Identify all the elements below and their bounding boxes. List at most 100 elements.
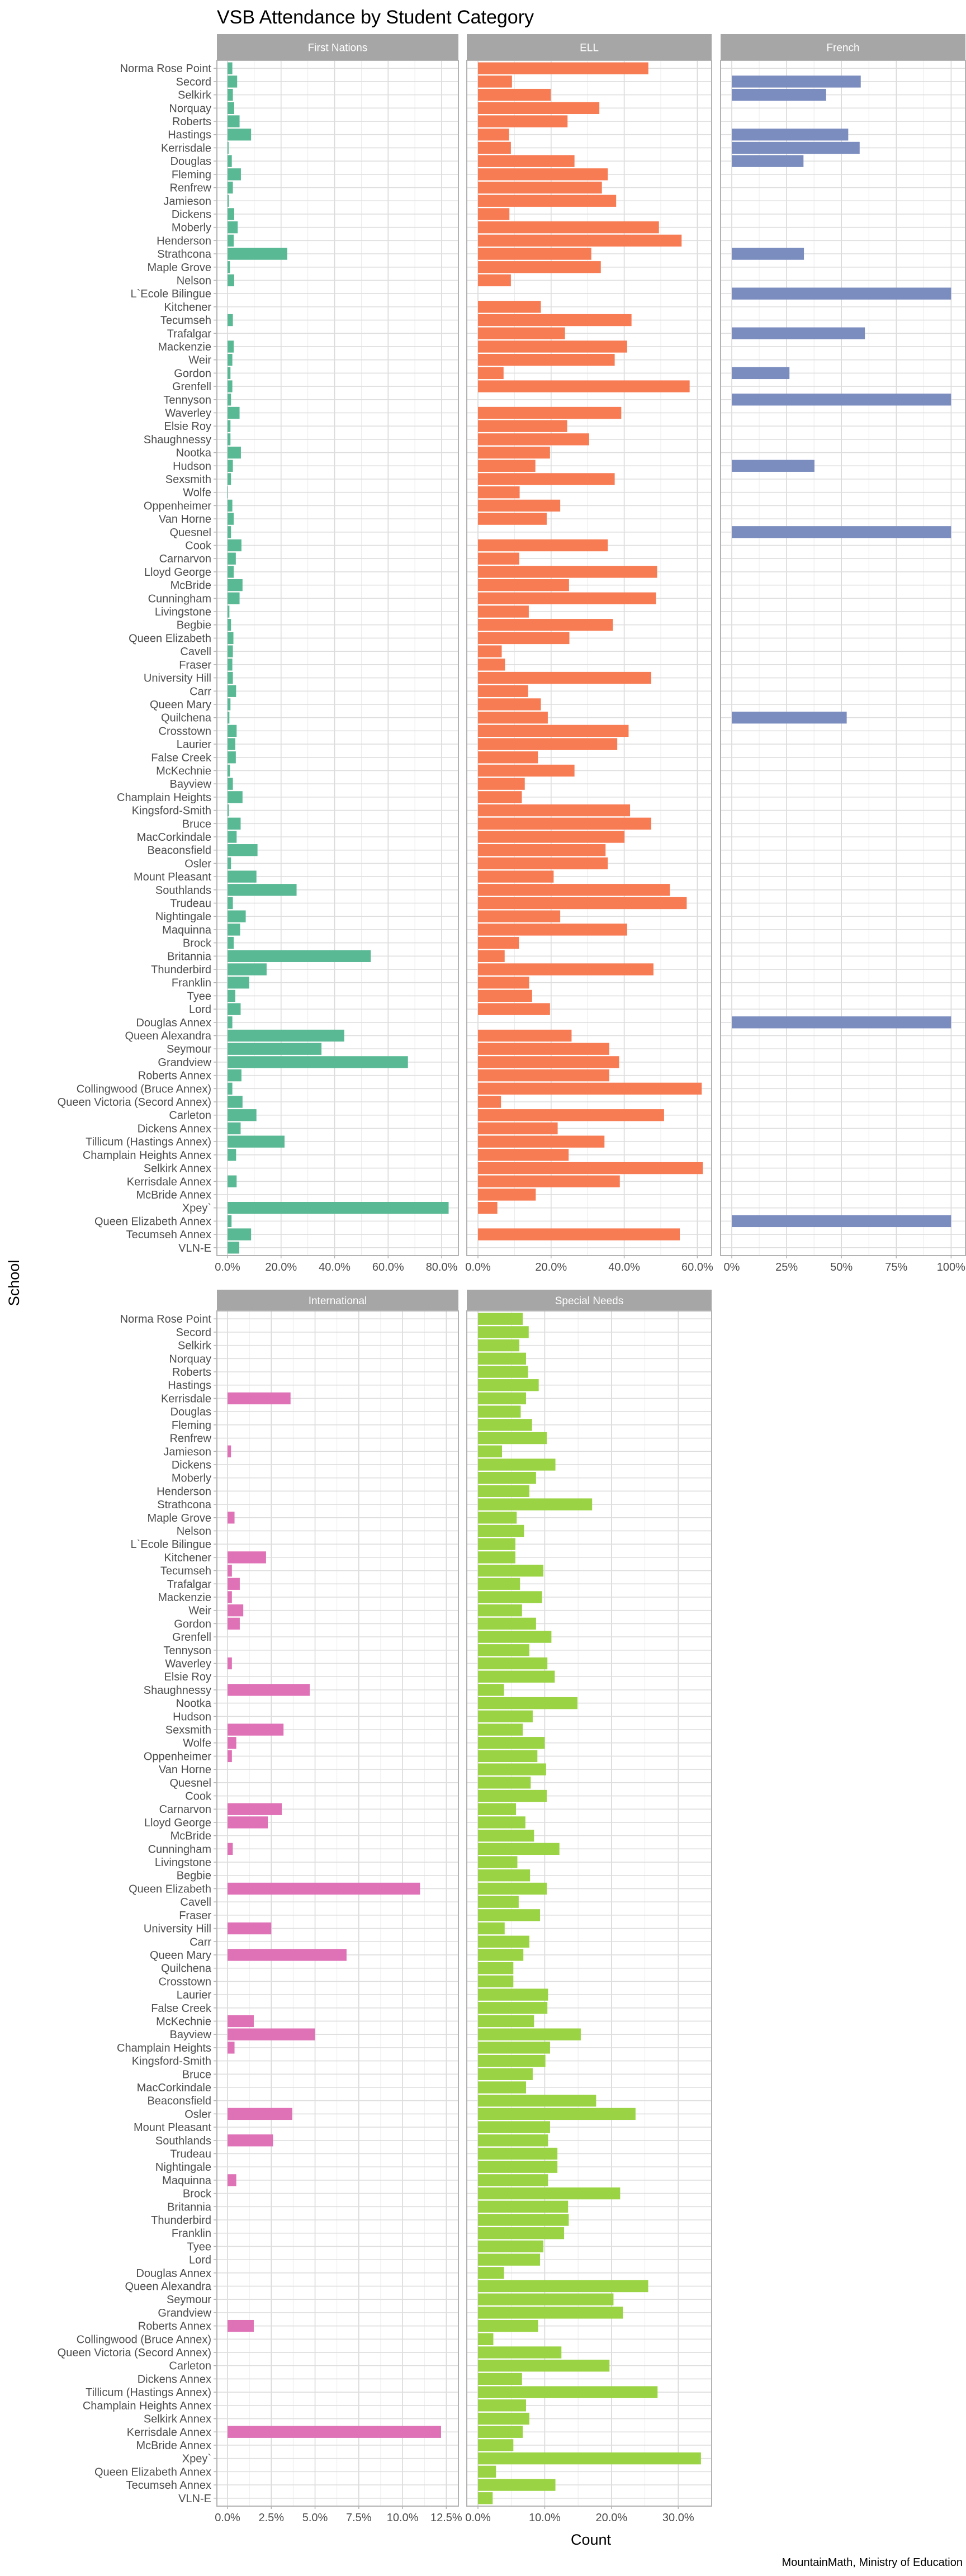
x-tick-label: 0.0% bbox=[465, 1261, 491, 1273]
bar-first-nations-roberts-annex bbox=[228, 1069, 242, 1082]
bar-ell-cook bbox=[478, 539, 608, 552]
bar-first-nations-waverley bbox=[228, 406, 240, 419]
bar-first-nations-lloyd-george bbox=[228, 566, 234, 578]
y-tick-label: Selkirk bbox=[178, 1340, 212, 1352]
bar-special-needs-douglas bbox=[478, 1405, 521, 1418]
bar-ell-selkirk-annex bbox=[478, 1162, 703, 1175]
bar-special-needs-kitchener bbox=[478, 1551, 515, 1564]
y-tick-label: MacCorkindale bbox=[137, 2082, 211, 2094]
y-tick-label: Hudson bbox=[173, 460, 211, 472]
bar-special-needs-maple-grove bbox=[478, 1512, 517, 1524]
y-tick-label: Grandview bbox=[158, 2307, 211, 2319]
y-tick-label: Norquay bbox=[169, 102, 211, 115]
y-tick-label: Maquinna bbox=[162, 924, 212, 936]
bar-special-needs-carleton bbox=[478, 2360, 610, 2372]
bar-ell-university-hill bbox=[478, 671, 651, 684]
bar-international-kerrisdale-annex bbox=[228, 2426, 441, 2438]
bar-special-needs-osler bbox=[478, 2108, 636, 2120]
bar-first-nations-quesnel bbox=[228, 526, 231, 538]
bar-first-nations-livingstone bbox=[228, 605, 230, 618]
bar-french-queen-elizabeth-annex bbox=[732, 1215, 951, 1228]
y-tick-label: Fraser bbox=[179, 1910, 211, 1922]
bar-ell-tecumseh bbox=[478, 314, 632, 326]
facet-label: Special Needs bbox=[555, 1295, 624, 1307]
bar-french-kerrisdale bbox=[732, 141, 860, 154]
y-tick-label: MacCorkindale bbox=[137, 831, 211, 844]
bar-special-needs-selkirk-annex bbox=[478, 2412, 529, 2425]
bar-ell-mackenzie bbox=[478, 340, 627, 353]
y-tick-label: Trudeau bbox=[170, 2148, 211, 2161]
bar-special-needs-lord bbox=[478, 2253, 541, 2266]
bar-ell-tecumseh-annex bbox=[478, 1228, 680, 1240]
bar-special-needs-xpey bbox=[478, 2452, 701, 2465]
bar-first-nations-van-horne bbox=[228, 513, 234, 525]
bar-special-needs-selkirk bbox=[478, 1339, 520, 1352]
y-tick-label: Nootka bbox=[176, 447, 212, 460]
y-tick-label: University Hill bbox=[144, 1923, 211, 1935]
y-tick-label: Moberly bbox=[172, 1472, 211, 1485]
bar-special-needs-tecumseh bbox=[478, 1564, 544, 1577]
facet-label: International bbox=[309, 1295, 367, 1307]
y-tick-label: Tecumseh Annex bbox=[126, 2479, 211, 2492]
y-tick-label: Osler bbox=[184, 2108, 211, 2120]
bar-special-needs-jamieson bbox=[478, 1445, 502, 1457]
bar-first-nations-queen-victoria-secord-annex bbox=[228, 1096, 243, 1108]
bar-international-carnarvon bbox=[228, 1803, 282, 1815]
bar-first-nations-douglas-annex bbox=[228, 1016, 233, 1029]
bar-first-nations-bayview bbox=[228, 778, 233, 790]
bar-international-waverley bbox=[228, 1657, 232, 1670]
bar-special-needs-trudeau bbox=[478, 2147, 558, 2160]
bar-ell-champlain-heights bbox=[478, 791, 522, 803]
bar-international-mckechnie bbox=[228, 2015, 254, 2028]
y-tick-label: Moberly bbox=[172, 222, 211, 234]
facet-label: ELL bbox=[580, 42, 599, 54]
bar-first-nations-selkirk bbox=[228, 88, 233, 101]
y-tick-label: Mackenzie bbox=[158, 1592, 211, 1604]
bar-first-nations-douglas bbox=[228, 155, 232, 167]
bar-first-nations-maccorkindale bbox=[228, 831, 237, 843]
y-tick-label: Tecumseh Annex bbox=[126, 1229, 211, 1241]
bar-first-nations-southlands bbox=[228, 884, 297, 896]
bar-first-nations-franklin bbox=[228, 977, 249, 989]
bar-ell-mount-pleasant bbox=[478, 870, 554, 883]
bar-first-nations-hudson bbox=[228, 460, 233, 472]
y-tick-label: Queen Alexandra bbox=[125, 1030, 211, 1043]
bar-special-needs-elsie-roy bbox=[478, 1670, 555, 1683]
y-tick-label: Waverley bbox=[165, 407, 211, 419]
y-tick-label: Crosstown bbox=[159, 1976, 211, 1988]
bar-first-nations-renfrew bbox=[228, 181, 233, 194]
bar-special-needs-maquinna bbox=[478, 2174, 548, 2186]
bar-special-needs-queen-victoria-secord-annex bbox=[478, 2346, 562, 2359]
y-tick-label: Cavell bbox=[180, 646, 211, 658]
y-tick-label: Queen Victoria (Secord Annex) bbox=[58, 1096, 211, 1109]
y-tick-label: Grenfell bbox=[172, 1631, 211, 1644]
y-tick-label: Wolfe bbox=[183, 1737, 211, 1750]
y-tick-label: Begbie bbox=[177, 1870, 211, 1882]
y-tick-label: Dickens Annex bbox=[138, 1123, 211, 1135]
y-tick-label: Xpey` bbox=[182, 1202, 211, 1215]
bar-first-nations-grandview bbox=[228, 1056, 408, 1068]
y-tick-label: Kerrisdale bbox=[161, 1393, 211, 1405]
y-tick-label: Queen Elizabeth bbox=[129, 632, 211, 645]
bar-first-nations-laurier bbox=[228, 738, 235, 750]
x-tick-label: 25% bbox=[775, 1261, 798, 1273]
y-tick-label: Franklin bbox=[172, 977, 211, 989]
bar-international-mackenzie bbox=[228, 1591, 232, 1603]
bar-first-nations-roberts bbox=[228, 115, 240, 127]
y-tick-label: Norma Rose Point bbox=[120, 1313, 212, 1325]
bar-ell-thunderbird bbox=[478, 963, 654, 976]
y-tick-label: Norma Rose Point bbox=[120, 63, 212, 75]
y-tick-label: Trafalgar bbox=[167, 1578, 212, 1590]
bar-first-nations-fraser bbox=[228, 659, 233, 671]
y-axis-title: School bbox=[6, 1260, 22, 1306]
y-tick-label: Strathcona bbox=[157, 1499, 212, 1511]
bar-ell-lord bbox=[478, 1003, 550, 1015]
y-tick-label: Dickens bbox=[172, 209, 211, 221]
y-tick-label: McBride Annex bbox=[136, 2440, 211, 2452]
bar-first-nations-champlain-heights bbox=[228, 791, 243, 803]
bar-special-needs-quilchena bbox=[478, 1962, 514, 1974]
bar-french-l-ecole-bilingue bbox=[732, 287, 951, 300]
bar-first-nations-norma-rose-point bbox=[228, 62, 233, 74]
y-tick-label: Norquay bbox=[169, 1353, 211, 1365]
y-tick-label: Roberts Annex bbox=[138, 1070, 211, 1082]
